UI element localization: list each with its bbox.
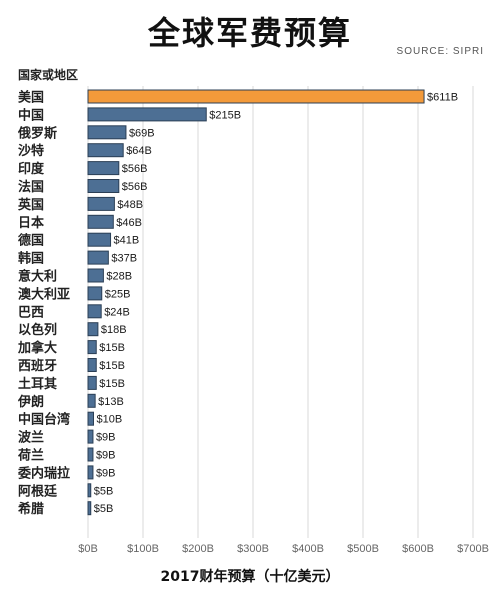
x-tick-label: $400B bbox=[292, 543, 324, 555]
bar bbox=[87, 232, 112, 247]
bar bbox=[87, 483, 92, 498]
data-label: $18B bbox=[101, 324, 127, 336]
bar bbox=[87, 143, 124, 158]
bar bbox=[87, 125, 127, 140]
category-label: 中国 bbox=[18, 107, 44, 123]
data-label: $13B bbox=[98, 396, 124, 408]
data-label: $69B bbox=[129, 127, 155, 139]
category-label: 美国 bbox=[18, 90, 44, 106]
data-label: $46B bbox=[116, 217, 142, 229]
category-label: 委内瑞拉 bbox=[17, 465, 70, 481]
bar bbox=[87, 107, 207, 122]
x-tick-label: $0B bbox=[78, 543, 98, 555]
bar bbox=[87, 411, 94, 426]
data-label: $41B bbox=[114, 235, 140, 247]
bar bbox=[87, 429, 94, 444]
data-label: $56B bbox=[122, 181, 148, 193]
category-axis-header: 国家或地区 bbox=[18, 68, 79, 82]
bar bbox=[87, 89, 425, 104]
category-label: 意大利 bbox=[18, 269, 57, 285]
data-label: $10B bbox=[97, 414, 123, 426]
data-label: $9B bbox=[96, 467, 116, 479]
data-label: $24B bbox=[104, 306, 130, 318]
bar bbox=[87, 322, 99, 337]
bar bbox=[87, 447, 94, 462]
bar bbox=[87, 268, 104, 283]
category-label: 日本 bbox=[18, 215, 44, 231]
data-label: $15B bbox=[99, 378, 125, 390]
category-label: 以色列 bbox=[18, 322, 57, 338]
data-label: $215B bbox=[209, 109, 241, 121]
data-label: $64B bbox=[126, 145, 152, 157]
chart-title: 全球军费预算 bbox=[147, 14, 352, 52]
category-label: 澳大利亚 bbox=[18, 286, 70, 302]
category-label: 沙特 bbox=[18, 143, 44, 159]
category-label: 法国 bbox=[18, 179, 44, 195]
x-tick-label: $200B bbox=[182, 543, 214, 555]
data-label: $5B bbox=[94, 503, 114, 515]
category-label: 波兰 bbox=[18, 430, 44, 446]
data-label: $5B bbox=[94, 485, 114, 497]
category-label: 希腊 bbox=[18, 501, 44, 517]
bar bbox=[87, 214, 114, 229]
bar bbox=[87, 196, 115, 211]
data-label: $15B bbox=[99, 360, 125, 372]
data-label: $611B bbox=[427, 92, 458, 104]
data-label: $9B bbox=[96, 450, 116, 462]
x-tick-label: $500B bbox=[347, 543, 379, 555]
bar bbox=[87, 250, 109, 265]
bar bbox=[87, 358, 97, 372]
source-note: SOURCE: SIPRI bbox=[396, 46, 484, 57]
bar bbox=[87, 375, 97, 390]
bar bbox=[87, 179, 120, 193]
category-label: 西班牙 bbox=[18, 358, 57, 374]
category-label: 英国 bbox=[17, 197, 44, 213]
bar bbox=[87, 393, 96, 408]
category-label: 荷兰 bbox=[17, 448, 44, 464]
data-label: $28B bbox=[106, 271, 132, 283]
category-label: 巴西 bbox=[18, 305, 44, 320]
data-label: $25B bbox=[105, 288, 131, 300]
data-label: $15B bbox=[99, 342, 125, 354]
x-axis-label: 2017财年预算（十亿美元） bbox=[160, 569, 340, 585]
bar bbox=[87, 161, 120, 176]
bar bbox=[87, 501, 92, 516]
data-label: $37B bbox=[111, 253, 137, 265]
category-label: 中国台湾 bbox=[18, 412, 70, 428]
bar bbox=[87, 304, 102, 319]
category-label: 阿根廷 bbox=[18, 483, 58, 499]
x-tick-label: $700B bbox=[457, 543, 489, 555]
category-label: 德国 bbox=[18, 233, 44, 249]
category-label: 俄罗斯 bbox=[17, 125, 57, 141]
bar bbox=[87, 465, 94, 480]
category-label: 伊朗 bbox=[17, 394, 44, 410]
data-label: $48B bbox=[117, 199, 143, 211]
x-tick-label: $300B bbox=[237, 543, 269, 555]
x-tick-label: $600B bbox=[402, 543, 434, 555]
bar bbox=[87, 340, 97, 355]
data-label: $56B bbox=[122, 163, 148, 175]
category-label: 土耳其 bbox=[18, 376, 57, 392]
data-label: $9B bbox=[96, 432, 116, 444]
bar bbox=[87, 286, 103, 301]
category-label: 印度 bbox=[18, 161, 45, 177]
category-label: 加拿大 bbox=[17, 340, 57, 356]
category-label: 韩国 bbox=[18, 251, 44, 267]
x-tick-label: $100B bbox=[127, 543, 159, 555]
